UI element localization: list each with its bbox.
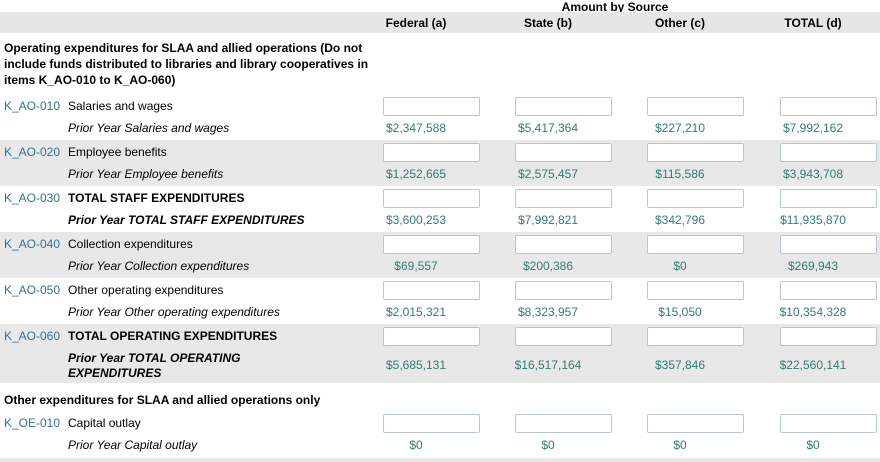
item-label: Employee benefits (68, 145, 167, 159)
amount-input-state[interactable] (514, 142, 612, 162)
amount-input-state[interactable] (514, 188, 612, 208)
amount-input-federal[interactable] (382, 413, 480, 433)
amount-input-federal[interactable] (382, 188, 480, 208)
row-k-ao-010: K_AO-010 Salaries and wages Prior Year S… (0, 94, 880, 140)
amount-input-total[interactable] (779, 413, 877, 433)
prior-year-label: Prior Year Salaries and wages (68, 121, 230, 135)
item-code-link-k-ao-030[interactable]: K_AO-030 (4, 191, 61, 205)
prior-year-value-total: $22,560,141 (779, 357, 847, 372)
item-code-link-k-ao-010[interactable]: K_AO-010 (4, 99, 61, 113)
section-title-other-expenditures: Other expenditures for SLAA and allied o… (4, 393, 321, 407)
prior-year-value-state: $2,575,457 (517, 167, 579, 181)
prior-year-value-state: $16,517,164 (514, 357, 582, 372)
next-row-partial-band (0, 458, 880, 462)
amount-input-state[interactable] (514, 234, 612, 254)
column-header-state: State (b) (524, 15, 572, 30)
item-code-link-k-oe-010[interactable]: K_OE-010 (4, 416, 61, 430)
amount-input-other[interactable] (646, 188, 744, 208)
amount-by-source-caption: Amount by Source (0, 0, 880, 12)
prior-year-label: Prior Year TOTAL STAFF EXPENDITURES (68, 213, 305, 227)
item-label: TOTAL STAFF EXPENDITURES (68, 191, 245, 205)
amount-input-federal[interactable] (382, 96, 480, 116)
amount-input-total[interactable] (779, 234, 877, 254)
column-header-other: Other (c) (654, 15, 705, 30)
row-k-ao-060: K_AO-060 TOTAL OPERATING EXPENDITURES Pr… (0, 324, 880, 383)
prior-year-value-total: $0 (806, 438, 820, 452)
prior-year-value-other: $0 (673, 438, 687, 452)
row-k-ao-020: K_AO-020 Employee benefits Prior Year Em… (0, 140, 880, 186)
prior-year-value-total: $11,935,870 (780, 213, 846, 227)
prior-year-value-state: $7,992,821 (517, 213, 579, 227)
item-label: Capital outlay (68, 416, 141, 430)
prior-year-value-other: $0 (673, 259, 687, 273)
row-k-oe-010: K_OE-010 Capital outlay Prior Year Capit… (0, 411, 880, 457)
prior-year-label: Prior Year Employee benefits (68, 167, 224, 181)
item-code-link-k-ao-020[interactable]: K_AO-020 (4, 145, 61, 159)
prior-year-value-federal: $69,557 (394, 259, 438, 273)
amount-input-other[interactable] (646, 413, 744, 433)
prior-year-value-federal: $5,685,131 (385, 357, 447, 372)
amount-input-state[interactable] (514, 413, 612, 433)
prior-year-label: Prior Year TOTAL OPERATING EXPENDITURES (68, 351, 241, 380)
prior-year-value-federal: $0 (409, 438, 423, 452)
prior-year-value-state: $8,323,957 (517, 305, 579, 319)
row-k-ao-040: K_AO-040 Collection expenditures Prior Y… (0, 232, 880, 278)
amount-input-other[interactable] (646, 280, 744, 300)
amount-input-federal[interactable] (382, 326, 480, 346)
prior-year-value-state: $200,386 (522, 259, 574, 273)
prior-year-value-total: $269,943 (787, 259, 839, 273)
amount-input-other[interactable] (646, 142, 744, 162)
amount-input-federal[interactable] (382, 280, 480, 300)
item-label: Salaries and wages (68, 99, 173, 113)
amount-input-total[interactable] (779, 96, 877, 116)
prior-year-label: Prior Year Collection expenditures (68, 259, 250, 273)
prior-year-value-other: $15,050 (658, 305, 702, 319)
prior-year-value-other: $357,846 (654, 357, 706, 372)
amount-input-state[interactable] (514, 96, 612, 116)
amount-input-other[interactable] (646, 234, 744, 254)
prior-year-value-federal: $2,015,321 (385, 305, 447, 319)
prior-year-label: Prior Year Other operating expenditures (68, 305, 280, 319)
amount-input-total[interactable] (779, 142, 877, 162)
column-header-federal: Federal (a) (385, 15, 447, 30)
amount-input-state[interactable] (514, 326, 612, 346)
amount-input-state[interactable] (514, 280, 612, 300)
prior-year-label: Prior Year Capital outlay (68, 438, 198, 452)
prior-year-value-federal: $3,600,253 (385, 213, 447, 227)
prior-year-value-state: $0 (541, 438, 555, 452)
item-code-link-k-ao-040[interactable]: K_AO-040 (4, 237, 61, 251)
prior-year-value-total: $3,943,708 (782, 167, 844, 181)
row-k-ao-030: K_AO-030 TOTAL STAFF EXPENDITURES Prior … (0, 186, 880, 232)
amount-by-source-label: Amount by Source (561, 0, 669, 12)
item-code-link-k-ao-050[interactable]: K_AO-050 (4, 283, 61, 297)
prior-year-value-federal: $1,252,665 (385, 167, 447, 181)
prior-year-value-federal: $2,347,588 (385, 121, 447, 135)
amount-input-federal[interactable] (382, 234, 480, 254)
column-header-bar: Federal (a) State (b) Other (c) TOTAL (d… (0, 12, 880, 33)
prior-year-value-total: $7,992,162 (782, 121, 844, 135)
prior-year-value-state: $5,417,364 (517, 121, 579, 135)
item-label: Other operating expenditures (68, 283, 224, 297)
amount-input-other[interactable] (646, 96, 744, 116)
amount-input-federal[interactable] (382, 142, 480, 162)
amount-input-total[interactable] (779, 188, 877, 208)
prior-year-value-total: $10,354,328 (779, 305, 847, 319)
prior-year-value-other: $227,210 (654, 121, 706, 135)
amount-input-other[interactable] (646, 326, 744, 346)
prior-year-value-other: $115,586 (655, 167, 705, 181)
amount-input-total[interactable] (779, 280, 877, 300)
prior-year-value-other: $342,796 (654, 213, 706, 227)
row-k-ao-050: K_AO-050 Other operating expenditures Pr… (0, 278, 880, 324)
amount-input-total[interactable] (779, 326, 877, 346)
column-header-total: TOTAL (d) (784, 15, 842, 30)
item-label: Collection expenditures (68, 237, 193, 251)
item-label: TOTAL OPERATING EXPENDITURES (68, 329, 278, 343)
section-title-operating-expenditures: Operating expenditures for SLAA and alli… (4, 41, 369, 87)
item-code-link-k-ao-060[interactable]: K_AO-060 (4, 329, 61, 343)
